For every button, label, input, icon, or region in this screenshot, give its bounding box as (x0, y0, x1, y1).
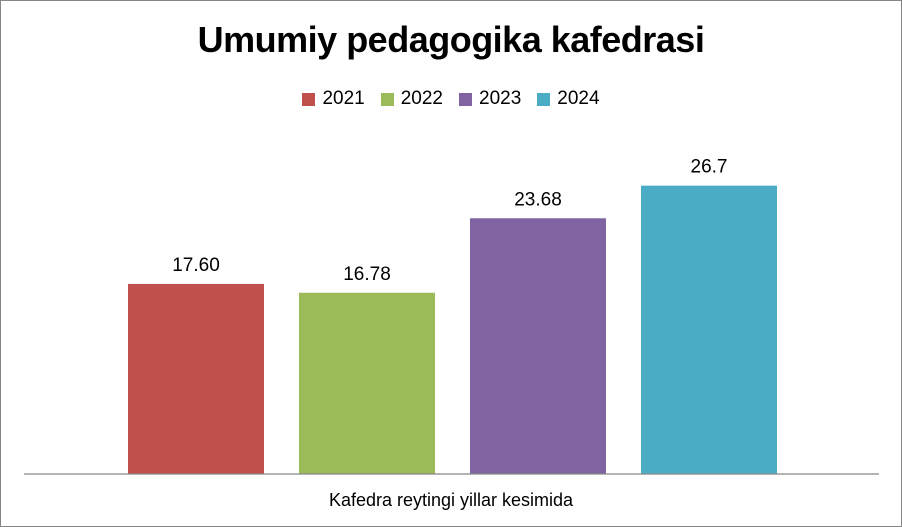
legend-label-2023: 2023 (479, 88, 522, 109)
bar-2021 (128, 283, 264, 474)
x-axis-label: Kafedra reytingi yillar kesimida (328, 490, 574, 510)
bar-2023 (470, 218, 606, 474)
legend-swatch-2023 (459, 92, 472, 106)
legend-item-2021: 2021 (302, 88, 365, 110)
legend-item-2024: 2024 (537, 88, 600, 110)
legend-label-2024: 2024 (557, 88, 600, 109)
bar-2022 (299, 292, 435, 474)
legend-label-2022: 2022 (400, 88, 443, 109)
data-label-2023: 23.68 (514, 189, 562, 210)
chart-legend: 2021 2022 2023 2024 (1, 88, 901, 110)
legend-item-2023: 2023 (459, 88, 521, 110)
bar-2024 (641, 185, 777, 474)
legend-label-2021: 2021 (322, 88, 365, 109)
bar-group: 17.60 16.78 23.68 26.7 (128, 157, 777, 474)
data-label-2021: 17.60 (172, 255, 220, 276)
data-label-2022: 16.78 (343, 264, 391, 285)
data-label-2024: 26.7 (691, 157, 728, 178)
chart-title: Umumiy pedagogika kafedrasi (197, 19, 705, 60)
legend-swatch-2022 (380, 92, 394, 106)
legend-swatch-2021 (302, 92, 316, 106)
legend-swatch-2024 (537, 92, 551, 106)
legend-item-2022: 2022 (380, 88, 443, 110)
